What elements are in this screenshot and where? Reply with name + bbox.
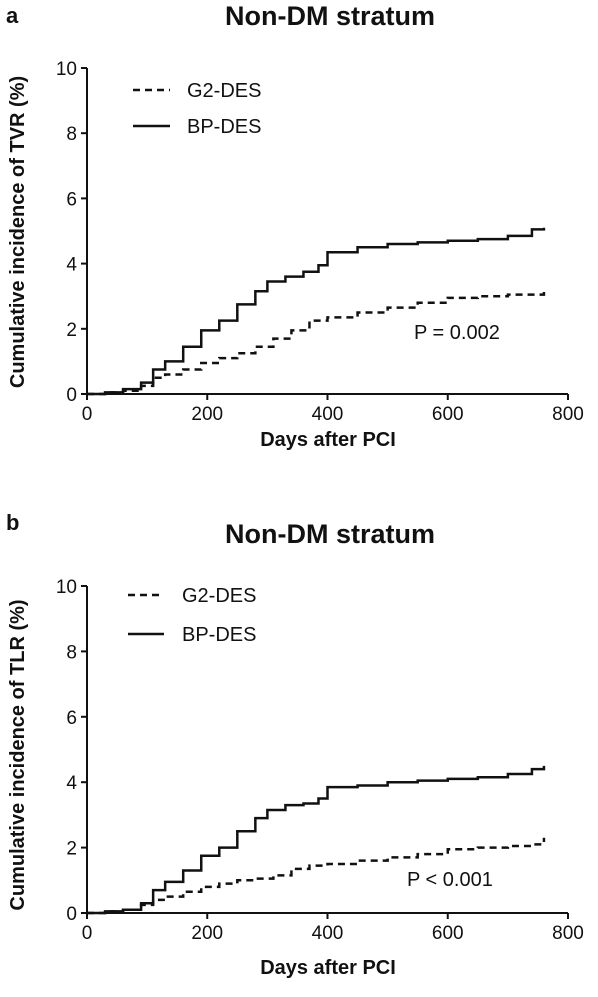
panel-a-y-tick-label: 8: [66, 124, 77, 145]
panel-a-plot-area: 0 2 4 6 8 10 0 200 400 600 800: [56, 59, 584, 425]
panel-b-x-tick-label: 0: [82, 923, 93, 944]
panel-a-y-tick-label: 10: [56, 59, 77, 80]
panel-b-y-tick-label: 2: [66, 839, 77, 860]
panel-b-legend-label-bp-des: BP-DES: [182, 624, 256, 646]
panel-b-legend: G2-DES BP-DES: [128, 585, 256, 646]
panel-a-x-axis-label: Days after PCI: [260, 429, 396, 451]
panel-a-series-bp-des: [87, 227, 546, 396]
panel-b-plot-area: 0 2 4 6 8 10 0 200 400 600 800: [56, 577, 584, 944]
panel-a-x-tick-label: 0: [82, 404, 93, 425]
panel-b-y-tick-label: 6: [66, 708, 77, 729]
panel-b-x-tick-label: 400: [312, 923, 344, 944]
panel-a-y-tick-label: 0: [66, 385, 77, 406]
panel-b-legend-label-g2-des: G2-DES: [182, 585, 256, 607]
panel-b-title: Non-DM stratum: [225, 519, 435, 549]
panel-a: a Non-DM stratum Cumulative incidence of…: [6, 1, 584, 451]
panel-a-x-tick-label: 400: [312, 404, 344, 425]
panel-b-x-axis-label: Days after PCI: [260, 957, 396, 979]
panel-b-letter: b: [6, 510, 19, 535]
panel-b-y-axis-label: Cumulative incidence of TLR (%): [7, 599, 29, 910]
panel-b-x-tick-label: 800: [552, 923, 584, 944]
panel-b-x-tick-label: 600: [432, 923, 464, 944]
panel-a-legend: G2-DES BP-DES: [133, 80, 261, 138]
panel-b: b Non-DM stratum Cumulative incidence of…: [6, 510, 584, 979]
panel-a-p-value: P = 0.002: [414, 322, 500, 344]
panel-a-x-tick-label: 600: [432, 404, 464, 425]
panel-a-x-tick-label: 200: [191, 404, 223, 425]
panel-b-y-tick-label: 0: [66, 904, 77, 925]
panel-a-series-g2-des: [87, 291, 546, 396]
panel-a-legend-label-bp-des: BP-DES: [187, 116, 261, 138]
panel-b-y-tick-label: 8: [66, 642, 77, 663]
panel-a-legend-label-g2-des: G2-DES: [187, 80, 261, 102]
panel-a-y-tick-label: 4: [66, 255, 77, 276]
panel-b-p-value: P < 0.001: [407, 869, 493, 891]
panel-a-letter: a: [6, 3, 19, 28]
panel-b-y-tick-label: 10: [56, 577, 77, 598]
panel-b-y-tick-label: 4: [66, 773, 77, 794]
panel-a-title: Non-DM stratum: [225, 1, 435, 31]
panel-a-y-axis-label: Cumulative incidence of TVR (%): [7, 76, 29, 388]
panel-a-x-tick-label: 800: [552, 404, 584, 425]
panel-b-series-bp-des: [87, 765, 546, 915]
panel-a-y-tick-label: 2: [66, 320, 77, 341]
panel-b-x-tick-label: 200: [191, 923, 223, 944]
panel-a-y-tick-label: 6: [66, 189, 77, 210]
